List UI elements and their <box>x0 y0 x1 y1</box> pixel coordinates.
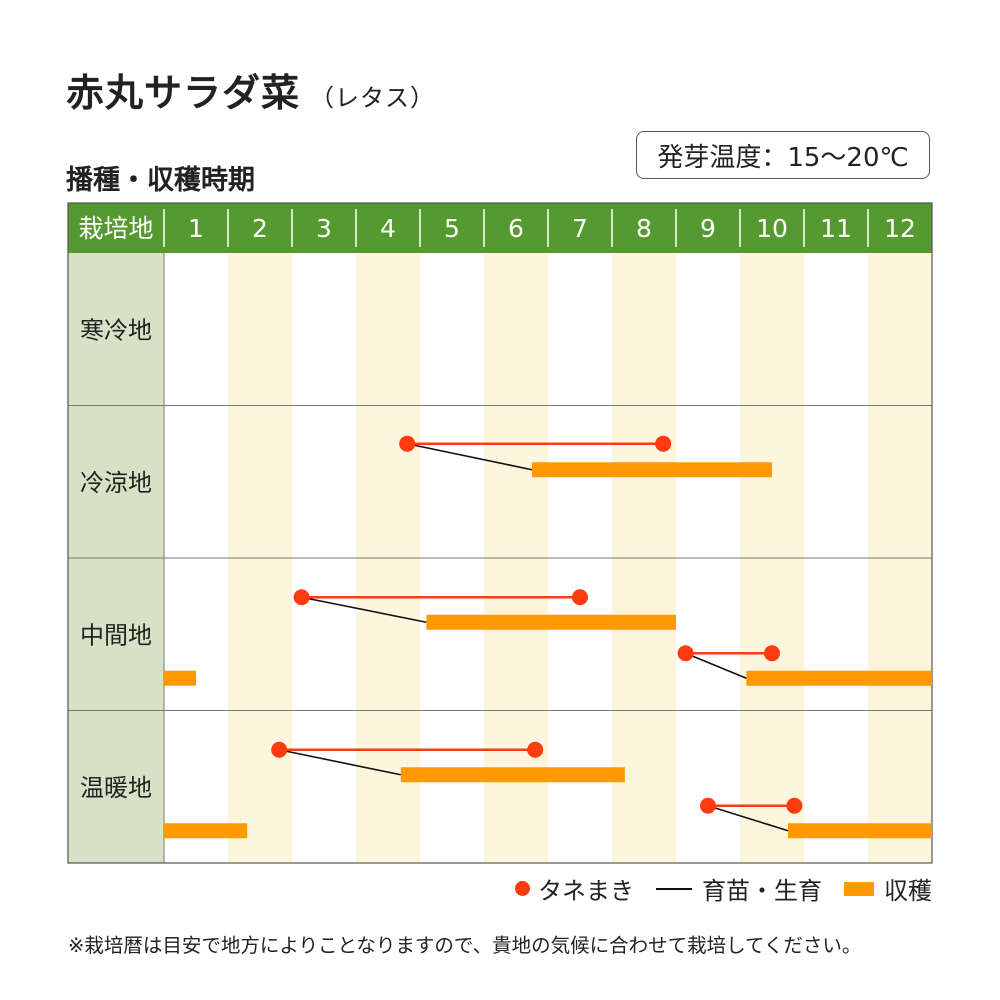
sowing-start-dot <box>677 645 694 662</box>
month-label-11: 11 <box>820 214 852 243</box>
region-label: 冷涼地 <box>80 469 152 497</box>
harvest-bar <box>746 670 932 686</box>
region-label: 中間地 <box>80 621 152 649</box>
harvest-bar <box>164 823 248 839</box>
legend-growth-label: 育苗・生育 <box>702 877 822 905</box>
chart-title: 赤丸サラダ菜 （レタス） <box>66 62 435 117</box>
month-label-2: 2 <box>252 214 268 243</box>
month-label-5: 5 <box>444 214 460 243</box>
region-label: 温暖地 <box>80 774 152 802</box>
legend-sowing-label: タネまき <box>538 877 634 905</box>
month-label-8: 8 <box>636 214 652 243</box>
growth-line <box>685 652 747 679</box>
chart-subtitle: 播種・収穫時期 <box>66 165 255 196</box>
legend: タネまき 育苗・生育 収穫 <box>493 871 932 906</box>
harvest-bar <box>788 823 932 839</box>
sowing-end-dot <box>786 797 803 814</box>
sowing-start-dot <box>399 435 416 452</box>
legend-growth: 育苗・生育 <box>656 871 822 906</box>
sowing-end-dot <box>655 435 672 452</box>
header-label: 栽培地 <box>78 214 153 243</box>
harvest-bar <box>400 767 625 783</box>
germination-temp-box: 発芽温度：15～20℃ <box>636 131 930 179</box>
legend-harvest: 収穫 <box>844 871 932 906</box>
legend-sowing: タネまき <box>515 871 634 906</box>
sowing-end-dot <box>527 741 544 758</box>
title-sub: （レタス） <box>310 84 436 112</box>
harvest-bar <box>532 462 772 478</box>
chart-border <box>67 202 933 864</box>
month-label-12: 12 <box>884 214 916 243</box>
growth-line <box>279 748 401 776</box>
growth-line <box>707 804 789 832</box>
month-label-1: 1 <box>188 214 204 243</box>
month-label-7: 7 <box>572 214 588 243</box>
footnote: ※栽培暦は目安で地方によりことなりますので、貴地の気候に合わせて栽培してください… <box>68 934 862 957</box>
sowing-start-dot <box>700 797 716 814</box>
harvest-bar <box>164 670 196 686</box>
month-label-3: 3 <box>316 214 332 243</box>
month-label-10: 10 <box>756 214 788 243</box>
sowing-end-dot <box>764 645 780 662</box>
growth-line <box>407 442 533 471</box>
sowing-end-dot <box>572 589 588 606</box>
month-label-4: 4 <box>380 214 396 243</box>
sowing-start-dot <box>293 589 310 606</box>
sowing-start-dot <box>271 741 288 758</box>
title-main: 赤丸サラダ菜 <box>66 71 301 115</box>
header-band <box>68 203 932 253</box>
harvest-bar-icon <box>844 881 874 896</box>
month-label-6: 6 <box>508 214 524 243</box>
growth-line-icon <box>656 887 692 890</box>
growth-line <box>301 596 427 624</box>
sowing-dot-icon <box>515 881 530 896</box>
legend-harvest-label: 収穫 <box>884 877 932 905</box>
region-label: 寒冷地 <box>80 316 152 344</box>
harvest-bar <box>426 614 676 630</box>
month-label-9: 9 <box>700 214 716 243</box>
